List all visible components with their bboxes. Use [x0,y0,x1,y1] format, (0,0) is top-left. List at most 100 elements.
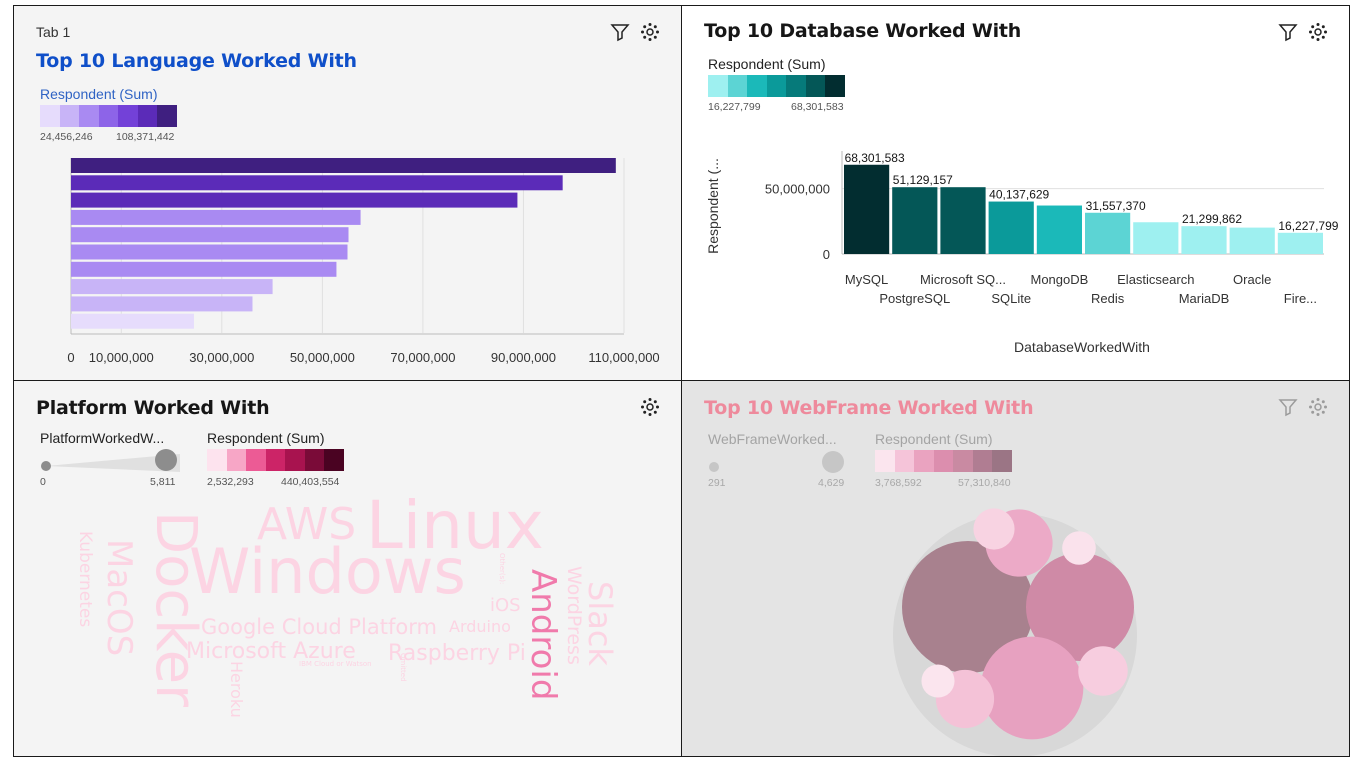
database-bar[interactable] [1085,212,1131,254]
color-legend[interactable] [40,105,178,127]
database-panel[interactable]: Top 10 Database Worked With Respondent (… [681,5,1350,381]
language-bar[interactable] [71,279,273,295]
database-bar[interactable] [988,201,1034,254]
legend-swatch [894,450,915,472]
language-panel[interactable]: Tab 1 Top 10 Language Worked With Respon… [13,5,682,381]
word-cloud-word[interactable]: AWS [257,499,357,550]
database-bar[interactable] [1229,227,1275,254]
legend-swatch [875,450,895,472]
word-cloud-word[interactable]: IBM Cloud or Watson [299,660,372,668]
legend-max: 108,371,442 [116,131,175,143]
database-bar[interactable] [1133,222,1179,254]
legend-swatch [59,105,80,127]
legend-swatch [265,449,286,471]
x-axis-label: DatabaseWorkedWith [1014,339,1150,355]
size-max: 5,811 [150,476,176,488]
x-tick-label: Redis [1091,291,1125,306]
legend-swatch [98,105,119,127]
settings-dots-icon[interactable] [1308,22,1328,42]
platform-panel[interactable]: Platform Worked With PlatformWorkedW... … [13,380,682,757]
color-max: 57,310,840 [958,477,1011,489]
color-legend[interactable] [207,449,345,471]
bar-data-label: 51,129,157 [893,173,953,187]
webframe-panel[interactable]: Top 10 WebFrame Worked With WebFrameWork… [681,380,1350,757]
tab-label[interactable]: Tab 1 [36,24,71,40]
word-cloud-word[interactable]: Windows [189,535,466,608]
legend-max: 68,301,583 [791,101,844,113]
word-cloud-word[interactable]: Heroku [227,661,246,718]
legend-swatch [304,449,325,471]
x-tick-label: Microsoft SQ... [920,272,1006,287]
webframe-bubble[interactable] [1025,552,1135,662]
size-max: 4,629 [818,477,845,489]
word-cloud-word[interactable]: MacOS [99,539,139,657]
x-tick-label: SQLite [991,291,1031,306]
language-bar-chart[interactable]: 0 10,000,000 30,000,000 50,000,000 70,000,00… [14,146,681,376]
language-bar[interactable] [71,209,361,225]
word-cloud-word[interactable]: Arduino [449,617,511,636]
legend-swatch [727,75,748,97]
language-bar[interactable] [71,158,616,173]
language-bar[interactable] [71,192,518,208]
word-cloud-word[interactable]: Android [523,569,563,701]
legend-swatch [118,105,138,127]
filter-icon[interactable] [1278,22,1298,42]
database-bar[interactable] [1277,232,1323,254]
x-tick-label: 50,000,000 [290,350,355,365]
webframe-title: Top 10 WebFrame Worked With [704,397,1034,419]
x-tick-label: Elasticsearch [1117,272,1194,287]
size-legend[interactable] [40,447,180,473]
legend-swatch [747,75,767,97]
database-bar[interactable] [1036,205,1082,254]
webframe-bubble[interactable] [980,636,1084,740]
settings-dots-icon[interactable] [1308,397,1328,417]
legend-swatch [708,75,728,97]
language-bar[interactable] [71,244,348,260]
language-bar[interactable] [71,227,349,243]
webframe-bubble[interactable] [902,541,1034,673]
webframe-bubble-chart[interactable] [682,491,1349,756]
language-bar[interactable] [71,296,253,312]
webframe-bubble[interactable] [1062,531,1096,565]
word-cloud-word[interactable]: Kubernetes [75,531,95,628]
word-cloud-word[interactable]: Docker [143,511,208,708]
database-bar[interactable] [1181,226,1227,254]
settings-dots-icon[interactable] [640,22,660,42]
legend-swatch [79,105,99,127]
word-cloud-word[interactable]: Linux [366,487,544,564]
settings-dots-icon[interactable] [640,397,660,417]
size-legend[interactable] [708,449,848,475]
database-bar-chart[interactable]: 0 50,000,000 Respondent (... DatabaseWorked… [682,136,1349,376]
color-max: 440,403,554 [281,476,340,488]
color-min: 3,768,592 [875,477,922,489]
legend-swatch [825,75,846,97]
filter-icon[interactable] [1278,397,1298,417]
database-bar[interactable] [940,187,986,254]
language-bar[interactable] [71,261,337,277]
x-tick-label: Fire... [1284,291,1317,306]
word-cloud-word[interactable]: Google Cloud Platform [201,615,437,639]
legend-swatch [157,105,178,127]
size-legend-title: WebFrameWorked... [708,431,837,447]
color-legend[interactable] [875,450,1013,472]
word-cloud-word[interactable]: Microsoft Azure [186,639,356,664]
word-cloud-word[interactable]: WordPress [563,566,585,665]
database-bar[interactable] [892,187,938,254]
filter-icon[interactable] [610,22,630,42]
webframe-bubble[interactable] [973,508,1015,550]
word-cloud-word[interactable]: Slack [581,581,619,666]
webframe-bubble[interactable] [921,664,955,698]
word-cloud-word[interactable]: Omitted [399,653,407,682]
webframe-bubble[interactable] [1078,646,1128,696]
language-bar[interactable] [71,313,194,329]
database-bar[interactable] [844,164,890,254]
platform-word-cloud[interactable]: Linux Windows Docker AWS Android MacOS Slack Go… [14,491,681,756]
legend-swatch [914,450,934,472]
x-tick-label: 10,000,000 [89,350,154,365]
color-legend[interactable] [708,75,846,97]
word-cloud-word[interactable]: iOS [490,595,521,616]
language-bar[interactable] [71,175,563,191]
word-cloud-word[interactable]: Other(s): [498,553,506,585]
legend-min: 16,227,799 [708,101,761,113]
word-cloud-word[interactable]: Raspberry Pi [388,641,526,666]
